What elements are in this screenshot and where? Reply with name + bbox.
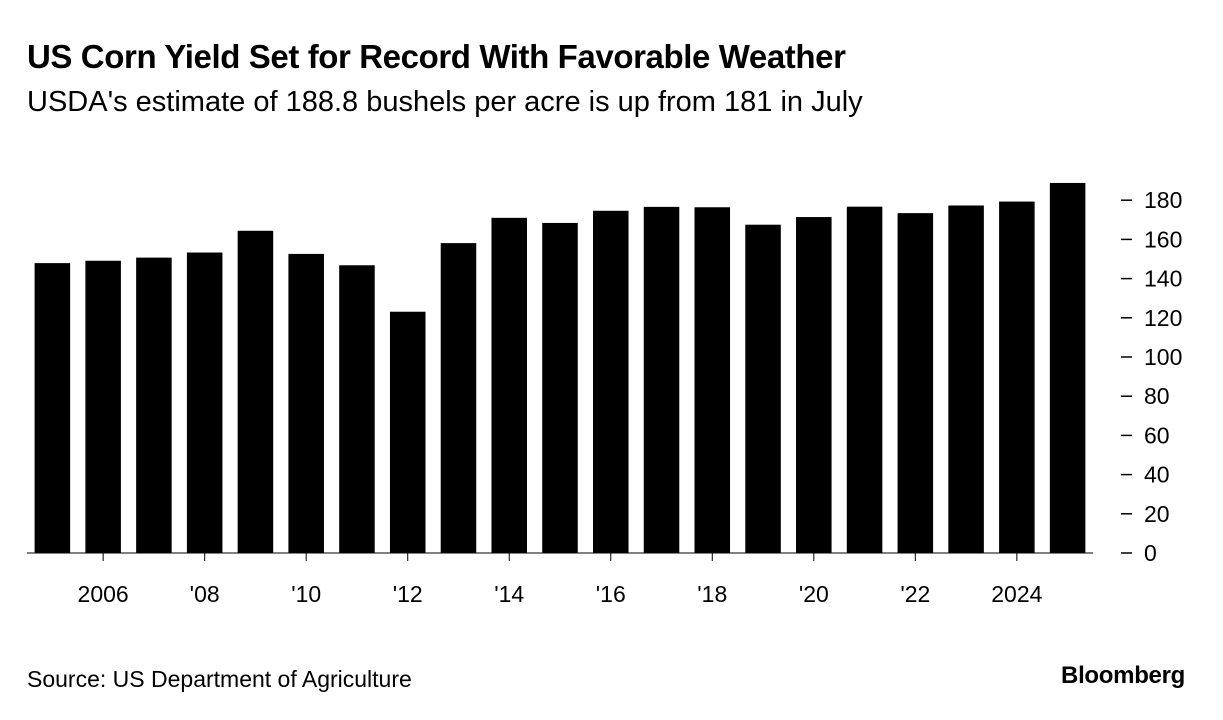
bar-2018	[694, 207, 731, 553]
y-tick-label-0: 0	[1144, 540, 1157, 566]
bar-2022	[897, 213, 934, 553]
y-tick-label-140: 140	[1144, 266, 1182, 292]
x-tick-label-2020: '20	[799, 581, 829, 607]
bar-2023	[948, 205, 984, 554]
x-axis-ticks: 2006 '08 '10 '12 '14 '16 '18 '20 '22 2024	[78, 553, 1043, 607]
x-tick-label-2012: '12	[393, 581, 423, 607]
y-tick-label-60: 60	[1144, 422, 1170, 448]
bar-2006	[85, 260, 121, 553]
bar-2024	[999, 201, 1035, 553]
bar-2016	[593, 210, 629, 553]
bar-2008	[186, 252, 223, 553]
x-tick-label-2022: '22	[900, 581, 930, 607]
bar-2015	[542, 222, 578, 553]
x-tick-label-2010: '10	[291, 581, 321, 607]
y-tick-label-160: 160	[1144, 226, 1182, 252]
bar-2013	[440, 243, 477, 553]
x-tick-label-2016: '16	[596, 581, 626, 607]
bar-2007	[136, 257, 172, 553]
x-tick-label-2018: '18	[697, 581, 727, 607]
y-tick-label-120: 120	[1144, 305, 1182, 331]
source-note: Source: US Department of Agriculture	[27, 666, 412, 692]
chart-title: US Corn Yield Set for Record With Favora…	[27, 38, 846, 75]
bar-2010	[288, 253, 324, 553]
bar-2019	[745, 224, 781, 553]
bar-2014	[491, 217, 527, 553]
bar-2005	[34, 263, 71, 553]
bar-2011	[339, 265, 375, 553]
bar-2009	[237, 230, 274, 553]
bar-2021	[846, 206, 883, 554]
bar-2020	[796, 217, 832, 553]
y-axis-ticks: 0 20 40 60 80 100 120 140 160 180	[1121, 187, 1182, 566]
x-tick-label-2024: 2024	[991, 581, 1042, 607]
bar-2012	[389, 311, 426, 553]
y-tick-label-40: 40	[1144, 462, 1170, 488]
y-tick-label-20: 20	[1144, 501, 1170, 527]
y-tick-label-180: 180	[1144, 187, 1182, 213]
bloomberg-logo: Bloomberg	[1061, 662, 1185, 689]
y-tick-label-80: 80	[1144, 383, 1170, 409]
bars-group	[34, 182, 1086, 554]
x-tick-label-2006: 2006	[78, 581, 129, 607]
x-tick-label-2014: '14	[494, 581, 524, 607]
bar-2025	[1049, 182, 1086, 553]
y-tick-label-100: 100	[1144, 344, 1182, 370]
x-tick-label-2008: '08	[190, 581, 220, 607]
chart-subtitle: USDA's estimate of 188.8 bushels per acr…	[27, 86, 863, 118]
bar-2017	[643, 206, 680, 554]
